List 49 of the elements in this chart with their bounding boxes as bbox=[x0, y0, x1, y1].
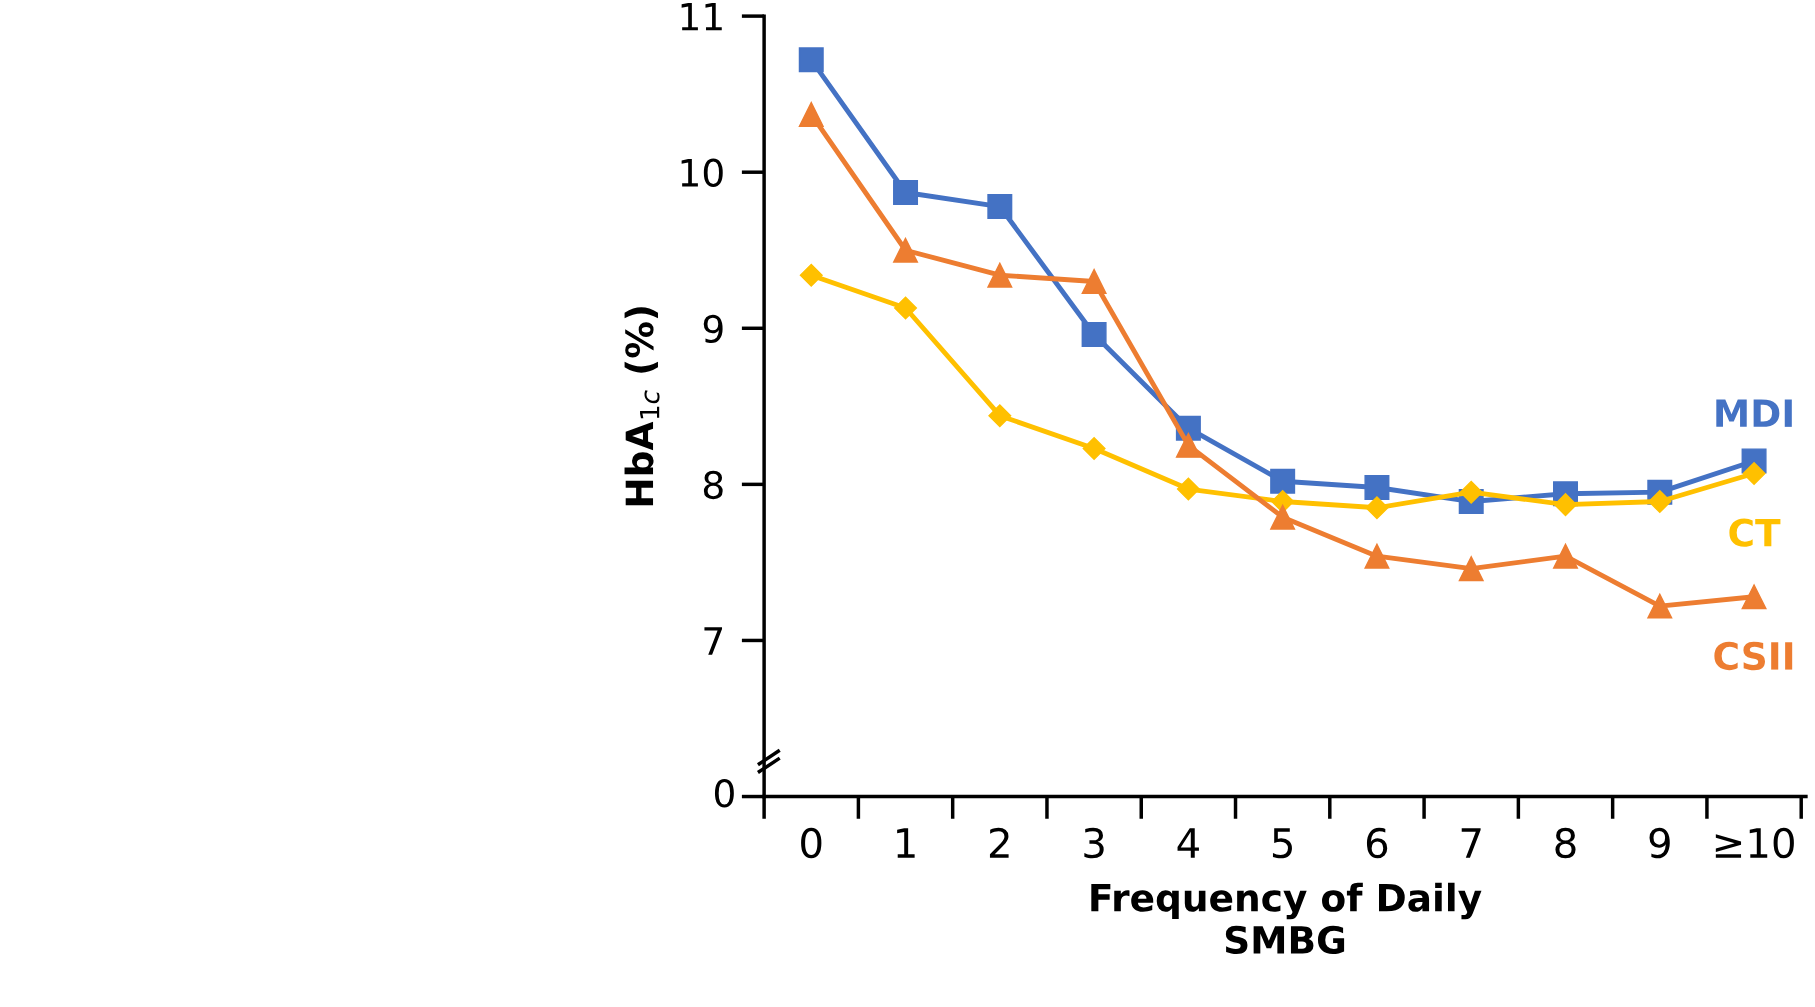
x-tick-label: 1 bbox=[897, 828, 915, 858]
y-tick-label: 10 bbox=[681, 158, 723, 187]
point bbox=[1081, 268, 1107, 294]
point bbox=[1553, 543, 1579, 569]
point bbox=[1270, 504, 1296, 530]
point bbox=[1176, 477, 1200, 501]
x-tick-label: 0 bbox=[801, 827, 822, 859]
point bbox=[893, 237, 919, 263]
point bbox=[1175, 432, 1201, 458]
point bbox=[1554, 493, 1578, 517]
point bbox=[798, 101, 824, 127]
y-tick-label: 9 bbox=[703, 314, 723, 344]
x-tick-label: 4 bbox=[1177, 828, 1199, 858]
point bbox=[1742, 461, 1766, 485]
series-label: MDI bbox=[1716, 399, 1792, 427]
point bbox=[987, 194, 1013, 220]
point bbox=[1647, 593, 1673, 619]
series-label: CT bbox=[1729, 518, 1781, 547]
point bbox=[1365, 496, 1389, 520]
point bbox=[1364, 543, 1390, 569]
x-tick-label: 9 bbox=[1649, 827, 1670, 859]
point bbox=[1741, 584, 1767, 610]
x-tick-label: 8 bbox=[1555, 827, 1576, 859]
x-axis-title: Frequency of Daily SMBG bbox=[1091, 882, 1482, 955]
point bbox=[988, 404, 1012, 428]
text: 0 bbox=[714, 779, 734, 808]
point bbox=[1081, 322, 1107, 348]
y-tick-label: 7 bbox=[704, 627, 723, 655]
x-tick-label: ≥10 bbox=[1715, 827, 1794, 859]
point bbox=[987, 262, 1013, 288]
point bbox=[798, 47, 824, 73]
x-tick-label: 5 bbox=[1272, 828, 1292, 859]
x-tick-label: 7 bbox=[1461, 828, 1481, 858]
series-label: CSII bbox=[1714, 641, 1793, 671]
y-axis-title: HbA$_{1c}$ (%) bbox=[624, 307, 660, 506]
point bbox=[799, 263, 823, 287]
x-tick-label: 3 bbox=[1084, 827, 1104, 859]
point bbox=[1364, 474, 1390, 500]
x-tick-label: 2 bbox=[989, 827, 1009, 858]
point bbox=[894, 296, 918, 320]
point bbox=[1459, 480, 1483, 504]
point bbox=[893, 179, 919, 205]
y-tick-label: 11 bbox=[681, 3, 722, 31]
x-tick-label: 6 bbox=[1366, 827, 1388, 859]
point bbox=[1270, 468, 1296, 494]
point bbox=[1458, 556, 1484, 582]
point bbox=[1082, 436, 1106, 460]
point bbox=[1648, 490, 1672, 514]
y-tick-label: 8 bbox=[703, 470, 723, 500]
